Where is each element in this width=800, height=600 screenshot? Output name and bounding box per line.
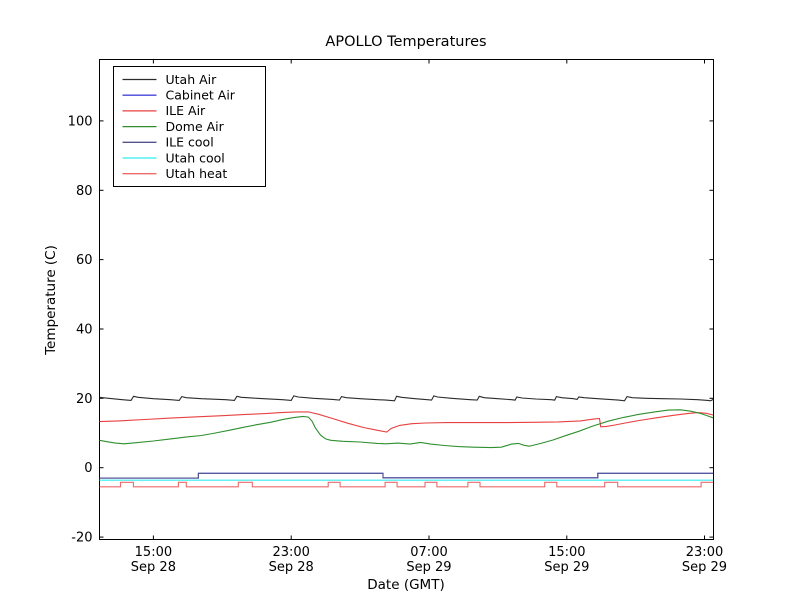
- x-tick-label-date: Sep 28: [269, 560, 314, 575]
- legend-label-utah-heat: Utah heat: [166, 166, 228, 181]
- series-line-dome-air: [99, 409, 714, 449]
- series-line-utah-air: [99, 395, 714, 402]
- x-tick-label-date: Sep 29: [682, 560, 727, 575]
- legend-label-utah-cool: Utah cool: [166, 150, 225, 165]
- series-line-ile-cool: [99, 472, 714, 479]
- x-tick-label-time: 15:00: [548, 545, 585, 560]
- y-axis-label: Temperature (C): [43, 245, 59, 356]
- x-tick-label-time: 23:00: [686, 545, 723, 560]
- y-tick-label: -20: [71, 531, 92, 546]
- series-line-ile-air: [99, 411, 714, 433]
- legend-label-utah-air: Utah Air: [166, 72, 218, 87]
- x-axis-label: Date (GMT): [367, 577, 444, 593]
- chart-title: APOLLO Temperatures: [325, 34, 486, 50]
- x-tick-label-time: 23:00: [272, 545, 309, 560]
- legend-label-ile-air: ILE Air: [166, 103, 207, 118]
- legend-label-ile-cool: ILE cool: [166, 135, 214, 150]
- legend-label-cabinet-air: Cabinet Air: [166, 88, 236, 103]
- plot-border: [99, 59, 714, 540]
- legend-label-dome-air: Dome Air: [166, 119, 225, 134]
- x-tick-label-time: 15:00: [135, 545, 172, 560]
- y-tick-label: 0: [84, 461, 92, 476]
- x-tick-label-time: 07:00: [410, 545, 447, 560]
- y-tick-label: 60: [76, 253, 93, 268]
- x-tick-label-date: Sep 29: [544, 560, 589, 575]
- y-tick-label: 40: [76, 323, 93, 338]
- x-tick-label-date: Sep 28: [131, 560, 176, 575]
- y-tick-label: 100: [68, 114, 93, 129]
- y-tick-label: 20: [76, 392, 93, 407]
- x-tick-label-date: Sep 29: [406, 560, 451, 575]
- series-line-utah-heat: [99, 481, 714, 488]
- legend-box: [113, 66, 266, 187]
- y-tick-label: 80: [76, 184, 93, 199]
